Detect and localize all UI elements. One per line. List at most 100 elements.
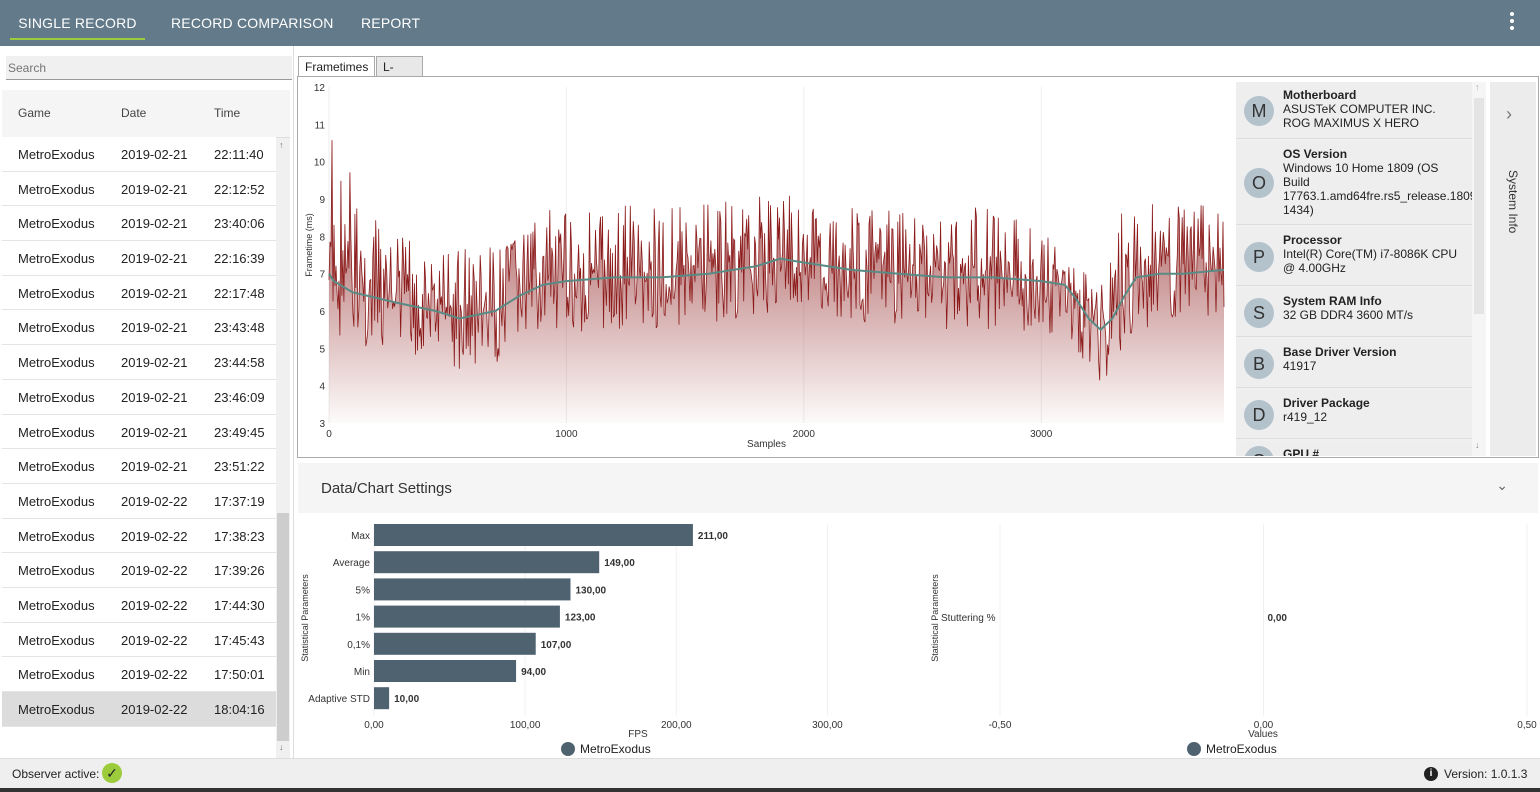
y-tick-label: 9 xyxy=(319,195,325,206)
tab-frametimes[interactable]: Frametimes xyxy=(298,56,376,77)
system-info-toggle[interactable]: › System Info xyxy=(1490,82,1536,456)
cell-game: MetroExodus xyxy=(18,389,95,405)
column-header-date[interactable]: Date xyxy=(121,106,147,120)
cell-date: 2019-02-22 xyxy=(121,493,188,509)
table-row[interactable]: MetroExodus 2019-02-21 23:46:09 xyxy=(2,379,276,415)
system-info-value: r419_12 xyxy=(1283,410,1328,424)
table-row[interactable]: MetroExodus 2019-02-22 17:50:01 xyxy=(2,657,276,692)
x-tick-label: 3000 xyxy=(1030,429,1053,440)
x-tick-label: 200,00 xyxy=(661,720,692,731)
scroll-up-icon[interactable]: ↑ xyxy=(1475,82,1480,92)
avatar: P xyxy=(1244,242,1274,272)
record-list-scrollbar[interactable]: ↑ ↓ xyxy=(276,138,290,758)
y-axis-label: Statistical Parameters xyxy=(300,574,310,662)
record-list-header: Game Date Time xyxy=(2,90,290,138)
x-axis-label: Samples xyxy=(747,439,786,450)
bar-value-label: 130,00 xyxy=(575,585,606,596)
legend-marker xyxy=(1187,742,1201,756)
system-info-key: Base Driver Version xyxy=(1283,345,1397,359)
table-row[interactable]: MetroExodus 2019-02-21 23:51:22 xyxy=(2,449,276,484)
x-tick-label: 2000 xyxy=(793,429,816,440)
table-row[interactable]: MetroExodus 2019-02-22 17:44:30 xyxy=(2,587,276,623)
tab-report[interactable]: REPORT xyxy=(361,15,421,31)
column-header-game[interactable]: Game xyxy=(18,106,51,120)
bar-category-label: Max xyxy=(351,531,370,542)
table-row[interactable]: MetroExodus 2019-02-22 17:37:19 xyxy=(2,483,276,519)
chevron-right-icon[interactable]: › xyxy=(1506,104,1512,124)
cell-time: 23:40:06 xyxy=(214,216,265,232)
table-row[interactable]: MetroExodus 2019-02-21 22:11:40 xyxy=(2,137,276,172)
scrollbar-thumb[interactable] xyxy=(277,513,289,741)
system-info-list: M Motherboard ASUSTeK COMPUTER INC. ROG MA… xyxy=(1236,82,1472,456)
cell-time: 23:51:22 xyxy=(214,459,265,475)
cell-time: 23:43:48 xyxy=(214,320,265,336)
y-tick-label: 12 xyxy=(314,83,326,94)
legend-label[interactable]: MetroExodus xyxy=(580,742,651,756)
scrollbar-thumb[interactable] xyxy=(1474,98,1484,314)
y-tick-label: 7 xyxy=(319,270,325,281)
cell-game: MetroExodus xyxy=(18,355,95,371)
legend-label[interactable]: MetroExodus xyxy=(1206,742,1277,756)
bar-category-label: Adaptive STD xyxy=(308,694,370,705)
y-tick-label: 3 xyxy=(319,419,325,430)
system-info-key: Processor xyxy=(1283,233,1342,247)
cell-date: 2019-02-21 xyxy=(121,181,188,197)
scroll-up-icon[interactable]: ↑ xyxy=(279,140,284,150)
system-info-value: 32 GB DDR4 3600 MT/s xyxy=(1283,308,1414,322)
stat-bar[interactable] xyxy=(374,551,600,574)
info-icon[interactable]: i xyxy=(1424,767,1438,781)
cell-game: MetroExodus xyxy=(18,251,95,267)
data-chart-settings-header[interactable]: Data/Chart Settings ⌄ xyxy=(298,463,1538,513)
table-row[interactable]: MetroExodus 2019-02-21 22:12:52 xyxy=(2,171,276,207)
more-vertical-icon[interactable] xyxy=(1506,12,1518,34)
bar-category-label: 1% xyxy=(356,613,371,624)
table-row[interactable]: MetroExodus 2019-02-22 18:04:16 xyxy=(2,692,276,727)
table-row[interactable]: MetroExodus 2019-02-22 17:45:43 xyxy=(2,622,276,658)
scroll-down-icon[interactable]: ↓ xyxy=(1475,440,1480,450)
stat-bar[interactable] xyxy=(374,687,390,710)
column-header-time[interactable]: Time xyxy=(214,106,241,120)
system-info-key: GPU # xyxy=(1283,447,1320,456)
table-row[interactable]: MetroExodus 2019-02-21 23:44:58 xyxy=(2,345,276,380)
tab-l-shape[interactable]: L-shape xyxy=(376,56,423,88)
cell-date: 2019-02-22 xyxy=(121,667,188,683)
record-list-panel: Game Date Time MetroExodus 2019-02-21 22:1… xyxy=(0,46,294,758)
cell-date: 2019-02-21 xyxy=(121,216,188,232)
stat-bar[interactable] xyxy=(374,524,693,546)
avatar: B xyxy=(1244,349,1274,379)
cell-date: 2019-02-21 xyxy=(121,355,188,371)
cell-date: 2019-02-21 xyxy=(121,424,188,440)
cell-time: 18:04:16 xyxy=(214,702,265,717)
cell-time: 17:39:26 xyxy=(214,563,265,579)
table-row[interactable]: MetroExodus 2019-02-21 23:43:48 xyxy=(2,310,276,346)
stat-bar[interactable] xyxy=(374,660,517,682)
bar-value-label: 211,00 xyxy=(698,531,728,542)
tab-single-record[interactable]: SINGLE RECORD xyxy=(10,0,145,40)
table-row[interactable]: MetroExodus 2019-02-21 22:16:39 xyxy=(2,241,276,276)
system-info-item: O OS Version Windows 10 Home 1809 (OS Buil… xyxy=(1236,141,1472,225)
statistics-bar-chart[interactable]: Max 211,00 Average 149,00 5% 130,00 1% 123,00 0,… xyxy=(298,516,1538,758)
cell-date: 2019-02-22 xyxy=(121,632,188,648)
cell-date: 2019-02-21 xyxy=(121,389,188,405)
chevron-down-icon[interactable]: ⌄ xyxy=(1496,477,1508,493)
frametime-chart[interactable]: 3 4 5 6 7 8 9 10 11 12 0 1000 2000 3000 Samples Frameti… xyxy=(298,77,1238,457)
x-tick-label: -0,50 xyxy=(989,720,1012,731)
cell-game: MetroExodus xyxy=(18,667,95,683)
cell-date: 2019-02-22 xyxy=(121,528,188,544)
system-info-scrollbar[interactable]: ↑ ↓ xyxy=(1472,82,1486,456)
table-row[interactable]: MetroExodus 2019-02-21 23:40:06 xyxy=(2,206,276,242)
table-row[interactable]: MetroExodus 2019-02-22 17:38:23 xyxy=(2,518,276,554)
stat-bar[interactable] xyxy=(374,605,560,628)
stat-bar[interactable] xyxy=(374,578,571,601)
cell-time: 17:38:23 xyxy=(214,528,265,544)
search-input[interactable] xyxy=(6,56,292,80)
scroll-down-icon[interactable]: ↓ xyxy=(279,742,284,752)
cell-date: 2019-02-22 xyxy=(121,597,188,613)
stat-bar[interactable] xyxy=(374,632,536,655)
cell-date: 2019-02-21 xyxy=(121,251,188,267)
table-row[interactable]: MetroExodus 2019-02-22 17:39:26 xyxy=(2,553,276,588)
table-row[interactable]: MetroExodus 2019-02-21 22:17:48 xyxy=(2,275,276,311)
table-row[interactable]: MetroExodus 2019-02-21 23:49:45 xyxy=(2,414,276,450)
y-tick-label: 5 xyxy=(319,344,325,355)
tab-record-comparison[interactable]: RECORD COMPARISON xyxy=(171,15,334,31)
